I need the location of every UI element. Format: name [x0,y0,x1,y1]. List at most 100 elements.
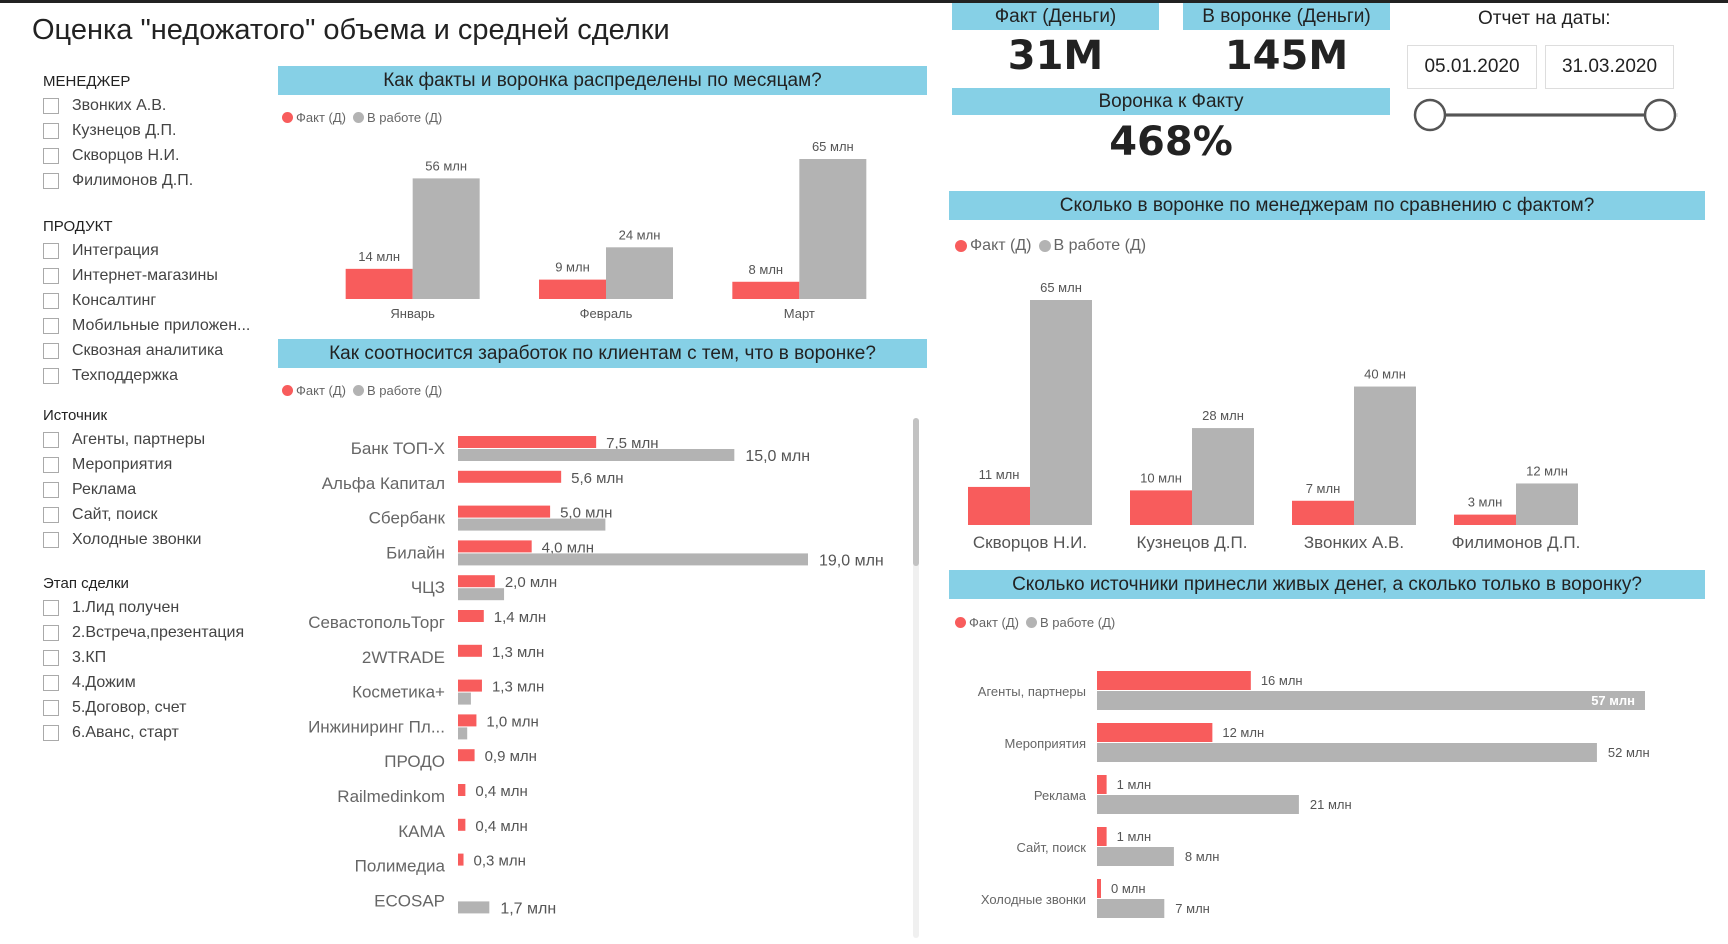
fact-legend-marker [282,112,293,123]
checkbox[interactable] [43,367,59,384]
filter-option-label: Консалтинг [72,291,157,309]
data-label: 19,0 млн [819,552,884,569]
work-legend-label: В работе (Д) [1039,615,1116,630]
checkbox[interactable] [43,317,59,334]
checkbox[interactable] [43,147,59,164]
kpi-funnel-value: 145M [1224,33,1349,79]
managers-legend: Факт (Д) В работе (Д) [955,237,1146,255]
date-to-input[interactable]: 31.03.2020 [1545,45,1674,89]
filter-option[interactable]: 5.Договор, счет [43,695,283,720]
filter-option[interactable]: Мероприятия [43,452,283,477]
filter-option-label: 1.Лид получен [72,598,180,616]
data-label: 52 млн [1608,745,1650,760]
data-label: 7 млн [1306,481,1341,496]
data-label: 14 млн [358,249,400,264]
slider-handle-start[interactable] [1413,98,1447,132]
months-legend: Факт (Д) В работе (Д) [282,110,442,125]
category-label: Февраль [580,306,633,321]
checkbox[interactable] [43,242,59,259]
data-label: 57 млн [1591,693,1635,708]
category-label: Кузнецов Д.П. [1137,533,1248,552]
filter-option[interactable]: 2.Встреча,презентация [43,620,283,645]
data-label: 1 млн [1117,829,1152,844]
filter-option[interactable]: Агенты, партнеры [43,427,283,452]
checkbox[interactable] [43,122,59,139]
fact-bar [458,610,484,622]
category-label: Railmedinkom [337,787,445,806]
fact-bar [968,486,1030,525]
filter-option[interactable]: Сайт, поиск [43,502,283,527]
data-label: 24 млн [619,227,661,242]
filter-option-label: Скворцов Н.И. [72,146,180,164]
work-bar [1097,795,1299,814]
checkbox[interactable] [43,624,59,641]
filter-option[interactable]: Звонких А.В. [43,93,283,118]
filter-option[interactable]: Холодные звонки [43,527,283,552]
filter-option[interactable]: 1.Лид получен [43,595,283,620]
filter-option-label: Реклама [72,480,137,498]
date-range-slider[interactable] [1405,95,1685,135]
filter-option[interactable]: Интернет-магазины [43,263,283,288]
filter-option[interactable]: Техподдержка [43,363,283,388]
work-bar [1097,899,1165,918]
fact-bar [458,436,597,448]
data-label: 15,0 млн [745,448,810,465]
date-from-input[interactable]: 05.01.2020 [1407,45,1537,89]
checkbox[interactable] [43,599,59,616]
checkbox[interactable] [43,674,59,691]
filter-option[interactable]: Скворцов Н.И. [43,143,283,168]
work-bar [458,692,471,705]
checkbox[interactable] [43,292,59,309]
checkbox[interactable] [43,649,59,666]
slider-handle-end[interactable] [1643,98,1677,132]
filter-group-title: ПРОДУКТ [43,218,113,235]
checkbox[interactable] [43,506,59,523]
filter-option[interactable]: 3.КП [43,645,283,670]
filter-option[interactable]: Интеграция [43,238,283,263]
fact-bar [1130,490,1192,525]
checkbox[interactable] [43,342,59,359]
fact-bar [458,470,562,483]
data-label: 0,4 млн [475,783,527,800]
fact-legend-marker [955,617,966,628]
category-label: СевастопольТорг [308,613,445,632]
filter-option[interactable]: Мобильные приложен... [43,313,283,338]
months-chart: 14 млн 56 млн Январь 9 млн 24 млн Февраль 8 мл… [345,139,867,321]
work-bar [1516,483,1578,525]
checkbox[interactable] [43,97,59,114]
checkbox[interactable] [43,724,59,741]
checkbox[interactable] [43,481,59,498]
fact-legend-label: Факт (Д) [296,383,346,398]
checkbox[interactable] [43,531,59,548]
category-label: ПРОДО [384,752,445,771]
category-label: Банк ТОП-Х [351,439,445,458]
filter-group: ПРОДУКТ Интеграция Интернет-магазины Консал… [43,218,283,388]
filter-option[interactable]: Консалтинг [43,288,283,313]
filter-option[interactable]: 6.Аванс, старт [43,720,283,745]
checkbox[interactable] [43,456,59,473]
filter-option-label: Агенты, партнеры [72,430,206,448]
fact-bar [458,644,482,657]
checkbox[interactable] [43,699,59,716]
category-label: 2WTRADE [362,648,445,667]
filter-option[interactable]: 4.Дожим [43,670,283,695]
checkbox[interactable] [43,431,59,448]
filter-option-label: Звонких А.В. [72,96,167,114]
work-legend-label: В работе (Д) [366,383,443,398]
filter-option[interactable]: Филимонов Д.П. [43,168,283,193]
checkbox[interactable] [43,267,59,284]
kpi-ratio-value: 468% [1109,119,1233,165]
category-label: Сайт, поиск [1017,840,1087,855]
work-bar [412,178,480,299]
clients-scrollbar-thumb[interactable] [913,418,919,566]
checkbox[interactable] [43,172,59,189]
filter-option-label: Техподдержка [72,366,179,384]
filter-option[interactable]: Сквозная аналитика [43,338,283,363]
filter-option[interactable]: Кузнецов Д.П. [43,118,283,143]
clients-scrollbar[interactable] [913,418,919,938]
category-label: ЧЦЗ [411,578,445,597]
filter-option[interactable]: Реклама [43,477,283,502]
work-legend-label: В работе (Д) [366,110,443,125]
fact-bar [458,784,466,796]
clients-chart-title: Как соотносится заработок по клиентам с … [278,339,927,368]
